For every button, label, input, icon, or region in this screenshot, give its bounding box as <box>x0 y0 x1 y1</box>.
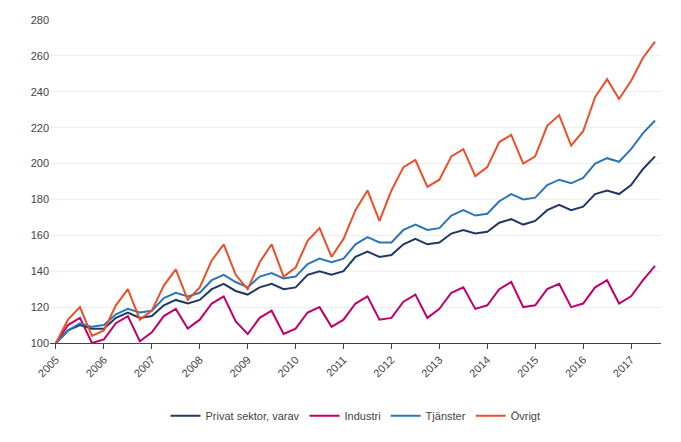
svg-text:120: 120 <box>31 301 49 313</box>
svg-text:2013: 2013 <box>419 354 445 380</box>
svg-text:140: 140 <box>31 265 49 277</box>
svg-text:2012: 2012 <box>371 354 397 380</box>
svg-text:280: 280 <box>31 14 49 26</box>
svg-text:240: 240 <box>31 86 49 98</box>
svg-text:2015: 2015 <box>515 354 541 380</box>
svg-text:200: 200 <box>31 157 49 169</box>
svg-text:2016: 2016 <box>563 354 589 380</box>
svg-text:2007: 2007 <box>131 354 157 380</box>
svg-text:2017: 2017 <box>611 354 637 380</box>
svg-text:160: 160 <box>31 229 49 241</box>
svg-text:220: 220 <box>31 122 49 134</box>
svg-text:260: 260 <box>31 50 49 62</box>
svg-text:2006: 2006 <box>83 354 109 380</box>
svg-text:2011: 2011 <box>324 354 349 379</box>
svg-text:Privat sektor, varav: Privat sektor, varav <box>206 410 300 422</box>
svg-text:Tjänster: Tjänster <box>426 410 466 422</box>
svg-text:2010: 2010 <box>275 354 301 380</box>
svg-text:Industri: Industri <box>345 410 381 422</box>
svg-text:180: 180 <box>31 193 49 205</box>
svg-text:2009: 2009 <box>227 354 253 380</box>
svg-text:100: 100 <box>31 337 49 349</box>
svg-text:Övrigt: Övrigt <box>511 410 540 422</box>
svg-text:2008: 2008 <box>179 354 205 380</box>
svg-text:2014: 2014 <box>467 354 493 380</box>
svg-text:2005: 2005 <box>35 354 61 380</box>
